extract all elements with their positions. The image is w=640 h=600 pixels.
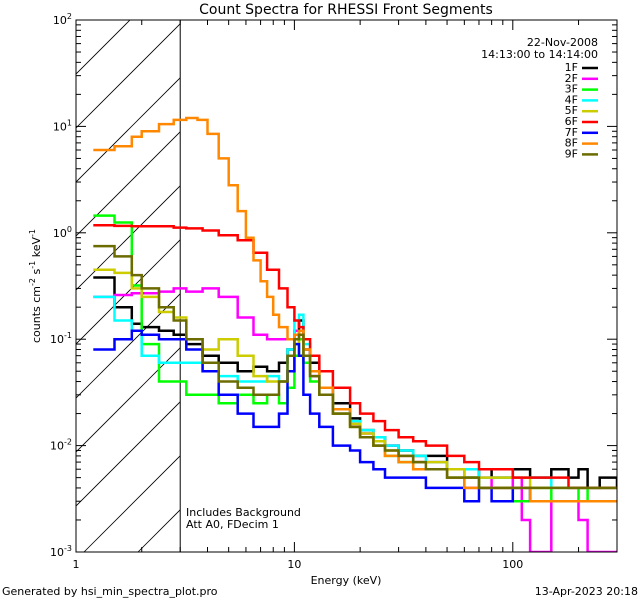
y-tick-label: 100 (53, 225, 72, 240)
y-axis-label-part-a: counts cm (30, 286, 43, 343)
y-axis-label-exp-c: -1 (28, 229, 37, 237)
hatch-line (408, 20, 640, 552)
chart-title: Count Spectra for RHESSI Front Segments (199, 2, 493, 18)
x-tick-label: 10 (287, 558, 301, 571)
series-line-3F (93, 214, 617, 503)
y-axis-label-part-b: s (30, 268, 43, 277)
legend-label-1F: 1F (565, 61, 578, 74)
hatched-region (76, 20, 640, 552)
footer-generated-by: Generated by hsi_min_spectra_plot.pro (2, 585, 218, 598)
hatch-line (246, 20, 640, 552)
legend-label-9F: 9F (565, 147, 578, 160)
series-line-8F (93, 116, 617, 503)
y-tick-exponent: 0 (67, 225, 72, 234)
y-tick-base: 10 (53, 227, 67, 240)
y-tick-exponent: 2 (67, 12, 72, 21)
y-tick-base: 10 (50, 333, 64, 346)
hatch-line (76, 77, 181, 183)
footer-date: 13-Apr-2023 20:18 (535, 585, 638, 598)
header-date: 22-Nov-2008 (527, 36, 598, 49)
legend-label-3F: 3F (565, 83, 578, 96)
hatch-line (624, 20, 640, 552)
series-lines (93, 116, 617, 552)
series-line-7F (93, 329, 617, 503)
y-tick-exponent: 1 (67, 118, 72, 127)
hatch-line (570, 20, 640, 552)
series-line-9F (93, 244, 617, 490)
y-tick-label: 10-2 (50, 438, 72, 453)
hatch-line (83, 455, 181, 552)
y-tick-exponent: -1 (64, 331, 72, 340)
y-tick-base: 10 (50, 546, 64, 559)
series-line-6F (93, 223, 617, 490)
y-tick-base: 10 (53, 14, 67, 27)
series-line-4F (93, 295, 617, 490)
annotation-attenuator: Att A0, FDecim 1 (186, 518, 279, 531)
x-axis-label: Energy (keV) (311, 574, 382, 587)
header-time-range: 14:13:00 to 14:14:00 (481, 48, 598, 61)
y-tick-label: 101 (53, 118, 72, 133)
y-tick-label: 102 (53, 12, 72, 27)
annotation-background: Includes Background (186, 506, 301, 519)
hatch-line (76, 401, 181, 507)
legend-label-7F: 7F (565, 126, 578, 139)
hatch-line (76, 239, 181, 345)
y-axis-label-exp-b: -1 (28, 261, 37, 269)
x-tick-label: 100 (502, 558, 523, 571)
y-tick-base: 10 (53, 120, 67, 133)
y-axis-label-exp-a: -2 (28, 278, 37, 286)
y-tick-exponent: -2 (64, 438, 72, 447)
hatch-line (76, 131, 181, 237)
legend-label-6F: 6F (565, 115, 578, 128)
axis-ticks (75, 19, 618, 553)
hatch-line (76, 185, 181, 291)
plot-frame (75, 19, 618, 553)
legend-label-4F: 4F (565, 93, 578, 106)
y-tick-base: 10 (50, 440, 64, 453)
y-axis-label-part-c: keV (30, 237, 43, 261)
x-tick-labels: 1 10 100 (73, 558, 524, 571)
y-axis-label: counts cm-2 s-1 keV-1 (28, 229, 43, 343)
hatch-line (76, 20, 131, 75)
legend-label-2F: 2F (565, 72, 578, 85)
y-tick-exponent: -3 (64, 544, 72, 553)
legend-label-5F: 5F (565, 104, 578, 117)
hatch-line (76, 23, 181, 129)
legend-label-8F: 8F (565, 137, 578, 150)
y-tick-label: 10-1 (50, 331, 72, 346)
x-tick-label: 1 (73, 558, 80, 571)
y-tick-label: 10-3 (50, 544, 72, 559)
